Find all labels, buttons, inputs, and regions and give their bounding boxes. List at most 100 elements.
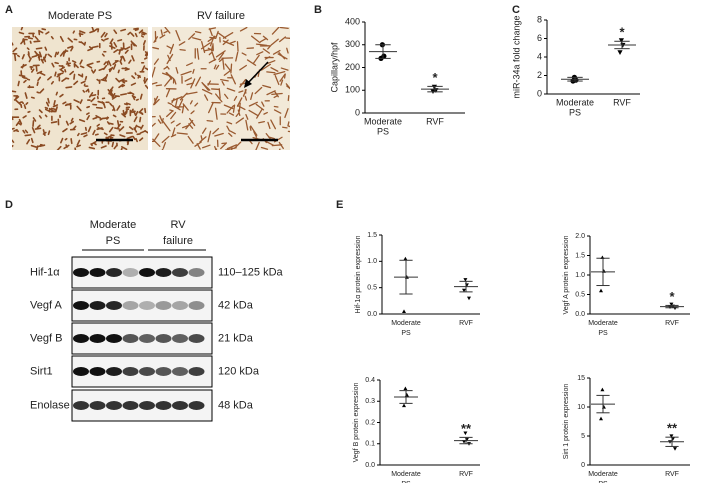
vessel bbox=[113, 144, 118, 150]
y-tick-label: 8 bbox=[537, 14, 542, 24]
vessel bbox=[164, 76, 173, 87]
data-point bbox=[463, 431, 468, 436]
vessel bbox=[88, 146, 96, 150]
vessel bbox=[67, 37, 73, 43]
vessel bbox=[43, 56, 47, 63]
vessel bbox=[76, 105, 82, 112]
vessel bbox=[13, 128, 18, 132]
vessel bbox=[30, 96, 35, 99]
vessel bbox=[70, 138, 73, 145]
vessel bbox=[259, 37, 267, 43]
vessel bbox=[106, 116, 109, 120]
vessel bbox=[104, 32, 108, 38]
y-axis-label: Sirt 1 protein expression bbox=[563, 384, 570, 460]
vessel bbox=[236, 97, 243, 107]
vessel bbox=[88, 46, 93, 49]
vessel bbox=[218, 57, 225, 63]
vessel bbox=[131, 94, 137, 99]
vessel bbox=[152, 138, 161, 147]
vessel bbox=[12, 47, 18, 53]
vessel bbox=[50, 107, 57, 111]
vessel bbox=[237, 104, 246, 111]
vessel bbox=[44, 46, 48, 51]
vessel bbox=[152, 122, 156, 128]
vessel bbox=[152, 66, 156, 78]
vessel bbox=[186, 62, 193, 67]
vessel bbox=[279, 36, 287, 43]
vessel bbox=[226, 105, 235, 114]
vessel bbox=[284, 108, 289, 119]
vessel bbox=[159, 34, 166, 39]
vessel bbox=[215, 30, 219, 39]
blot-band bbox=[89, 301, 106, 310]
vessel bbox=[84, 75, 88, 81]
vessel bbox=[132, 135, 136, 141]
vessel bbox=[67, 45, 74, 49]
vessel bbox=[138, 137, 144, 142]
vessel bbox=[78, 118, 86, 123]
vessel bbox=[62, 128, 68, 133]
vessel bbox=[47, 53, 53, 58]
vessel bbox=[24, 134, 32, 137]
vessel bbox=[228, 112, 235, 116]
vessel bbox=[140, 30, 147, 35]
vessel bbox=[245, 113, 249, 120]
vessel bbox=[201, 127, 207, 134]
vessel bbox=[282, 126, 288, 129]
vessel bbox=[214, 132, 224, 137]
vessel bbox=[195, 76, 202, 87]
vessel bbox=[50, 80, 55, 85]
vessel bbox=[194, 30, 202, 34]
vessel bbox=[91, 45, 99, 49]
y-tick-label: 1.0 bbox=[367, 258, 377, 265]
micrograph-title: RV failure bbox=[197, 10, 245, 22]
data-point bbox=[462, 288, 466, 293]
vessel bbox=[47, 76, 52, 81]
vessel bbox=[171, 127, 176, 137]
vessel bbox=[59, 50, 65, 57]
micrograph-title: Moderate PS bbox=[48, 10, 112, 22]
vessel bbox=[30, 137, 34, 144]
vessel bbox=[73, 99, 80, 103]
vessel bbox=[128, 126, 134, 131]
vessel bbox=[279, 27, 289, 30]
blot-band bbox=[73, 401, 89, 410]
vessel bbox=[24, 129, 29, 134]
vessel bbox=[171, 98, 175, 104]
vessel bbox=[21, 101, 25, 105]
vessel bbox=[271, 27, 280, 35]
blot-band bbox=[106, 367, 122, 376]
vessel bbox=[262, 84, 272, 89]
vessel bbox=[230, 74, 237, 85]
vessel bbox=[233, 141, 242, 149]
vessel bbox=[137, 74, 142, 78]
vessel bbox=[73, 80, 79, 86]
vessel bbox=[279, 73, 286, 82]
vessel bbox=[207, 130, 212, 143]
vessel bbox=[141, 65, 146, 72]
vessel bbox=[181, 104, 185, 114]
vessel bbox=[116, 105, 121, 111]
vessel bbox=[101, 38, 105, 42]
vessel bbox=[225, 147, 237, 150]
blot-band bbox=[139, 334, 155, 343]
vessel bbox=[30, 144, 37, 148]
vessel bbox=[224, 93, 229, 99]
vessel bbox=[273, 90, 279, 98]
vessel bbox=[74, 147, 77, 150]
vessel bbox=[77, 132, 80, 137]
vessel bbox=[61, 77, 67, 82]
vessel bbox=[171, 104, 181, 111]
vessel bbox=[273, 109, 282, 114]
y-axis-label: Hif-1α protein expression bbox=[355, 235, 362, 313]
vessel bbox=[122, 81, 126, 84]
vessel bbox=[54, 106, 58, 113]
data-point bbox=[403, 386, 408, 391]
vessel bbox=[199, 136, 207, 143]
blot-band bbox=[122, 301, 139, 310]
vessel bbox=[57, 72, 64, 76]
western-blot: Moderate PS RV failure Hif-1α 110–125 kDa Vegf… bbox=[30, 219, 284, 422]
vessel bbox=[53, 100, 56, 106]
blot-band bbox=[89, 367, 106, 376]
vessel bbox=[131, 41, 137, 47]
